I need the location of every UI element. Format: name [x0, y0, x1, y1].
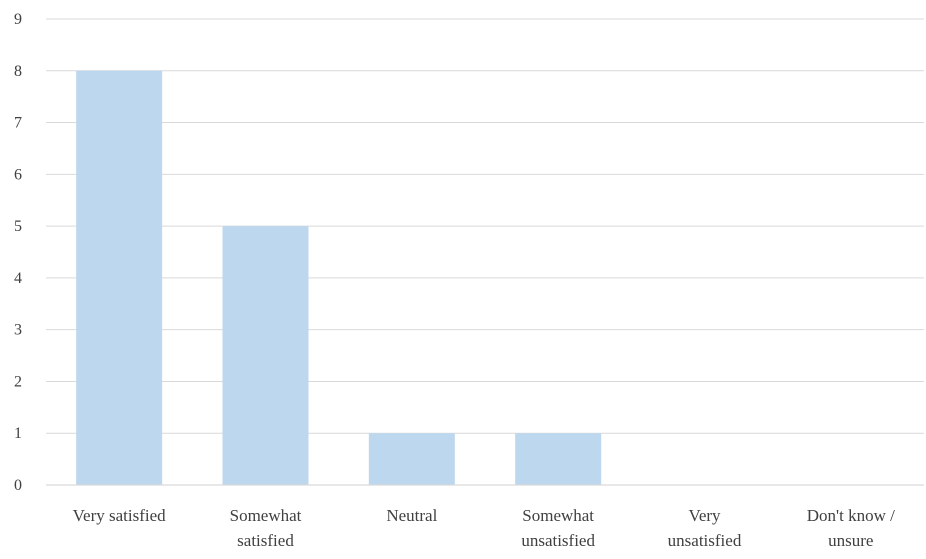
y-tick-label: 1	[14, 425, 22, 442]
x-tick-label: Somewhat	[522, 506, 594, 525]
y-tick-label: 3	[14, 322, 22, 339]
y-tick-label: 2	[14, 373, 22, 390]
gridlines	[46, 18, 924, 434]
x-tick-label: Very	[688, 506, 721, 525]
y-tick-label: 5	[14, 218, 22, 235]
x-tick-label: Very satisfied	[73, 506, 167, 525]
y-tick-labels: 0 1 2 3 4 5 6 7 8 9	[14, 11, 22, 494]
y-tick-label: 8	[14, 63, 22, 80]
bar	[515, 433, 602, 485]
y-tick-label: 0	[14, 477, 22, 494]
y-tick-label: 6	[14, 166, 22, 183]
y-tick-label: 4	[14, 270, 22, 287]
bar	[368, 433, 455, 485]
bars	[76, 70, 602, 486]
x-tick-label: unsure	[828, 531, 873, 550]
x-tick-label: Somewhat	[230, 506, 302, 525]
x-tick-label: Neutral	[386, 506, 437, 525]
bar	[222, 226, 309, 485]
x-tick-label: unsatisfied	[668, 531, 742, 550]
x-tick-label: Don't know /	[807, 506, 895, 525]
x-tick-label: satisfied	[237, 531, 294, 550]
y-tick-label: 7	[14, 115, 22, 132]
x-tick-labels: Very satisfied Somewhat satisfied Neutral So…	[73, 506, 895, 550]
x-tick-label: unsatisfied	[521, 531, 595, 550]
bar	[76, 70, 163, 486]
y-tick-label: 9	[14, 11, 22, 28]
